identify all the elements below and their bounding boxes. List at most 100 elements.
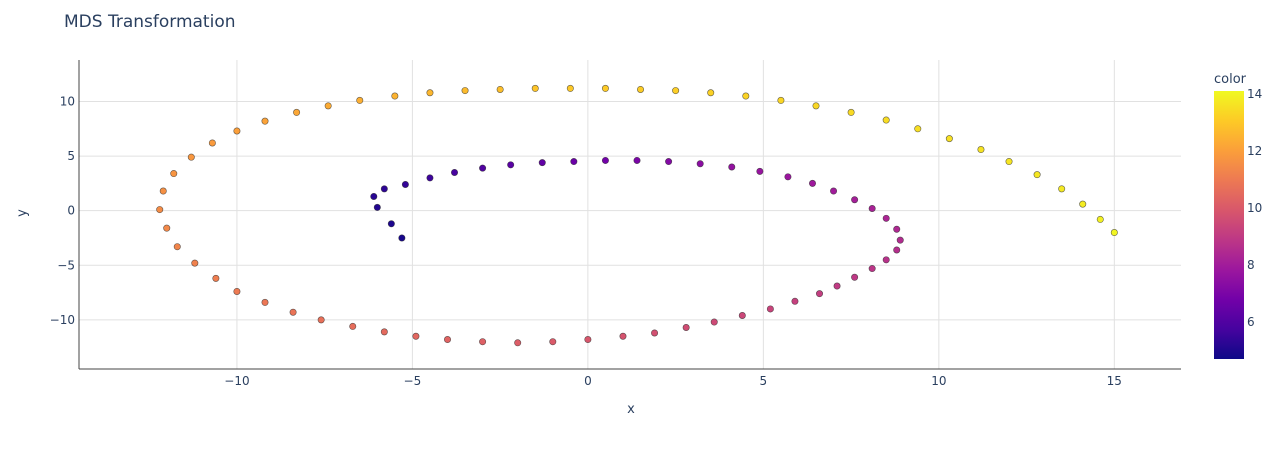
scatter-point xyxy=(212,274,220,282)
scatter-point xyxy=(882,214,890,222)
scatter-point xyxy=(738,311,746,319)
scatter-point xyxy=(444,336,452,344)
scatter-point xyxy=(1005,158,1013,166)
scatter-point xyxy=(173,243,181,251)
scatter-point xyxy=(851,273,859,281)
axes xyxy=(78,60,1181,370)
scatter-point xyxy=(816,290,824,298)
colorbar-tick-label: 14 xyxy=(1247,87,1262,101)
scatter-point xyxy=(451,168,459,176)
y-tick-label: 0 xyxy=(67,204,75,218)
scatter-point xyxy=(570,158,578,166)
scatter-point xyxy=(830,187,838,195)
y-tick-label: −10 xyxy=(50,313,75,327)
scatter-point xyxy=(426,174,434,182)
colorbar-tick-label: 6 xyxy=(1247,315,1255,329)
scatter-point xyxy=(868,204,876,212)
scatter-point xyxy=(682,324,690,332)
scatter-point xyxy=(479,338,487,346)
scatter-point xyxy=(349,322,357,330)
scatter-point xyxy=(293,108,301,116)
scatter-point xyxy=(261,117,269,125)
y-tick-label: 10 xyxy=(60,94,75,108)
scatter-point xyxy=(1058,185,1066,193)
scatter-point xyxy=(387,220,395,228)
scatter-point xyxy=(507,161,515,169)
x-tick-label: −10 xyxy=(224,374,249,388)
scatter-point xyxy=(601,84,609,92)
scatter-point xyxy=(426,89,434,97)
scatter-point xyxy=(1033,171,1041,179)
colorbar-ticks: 6 8 10 12 14 xyxy=(1247,87,1262,329)
scatter-point xyxy=(696,160,704,168)
scatter-point xyxy=(461,87,469,95)
scatter-point xyxy=(728,163,736,171)
chart-title: MDS Transformation xyxy=(64,12,236,32)
scatter-point xyxy=(672,87,680,95)
scatter-point xyxy=(1096,215,1104,223)
scatter-point xyxy=(977,146,985,154)
scatter-point xyxy=(777,96,785,104)
scatter-point xyxy=(496,85,504,93)
scatter-point xyxy=(380,185,388,193)
scatter-point xyxy=(651,329,659,337)
y-tick-label: 5 xyxy=(67,149,75,163)
scatter-point xyxy=(514,339,522,347)
scatter-point xyxy=(170,170,178,178)
scatter-point xyxy=(619,332,627,340)
tick-labels: −10 −5 0 5 10 15 −10 −5 0 5 10 xyxy=(50,94,1122,388)
x-axis-label: x xyxy=(627,402,635,417)
scatter-point xyxy=(665,158,673,166)
y-axis-label: y xyxy=(15,209,30,217)
scatter-point xyxy=(233,287,241,295)
scatter-point xyxy=(868,265,876,273)
scatter-point xyxy=(847,108,855,116)
scatter-point xyxy=(1079,200,1087,208)
x-tick-label: 15 xyxy=(1107,374,1122,388)
x-tick-label: 0 xyxy=(584,374,592,388)
colorbar-title: color xyxy=(1214,72,1247,87)
scatter-point xyxy=(896,236,904,244)
x-tick-label: 5 xyxy=(760,374,768,388)
scatter-point xyxy=(707,89,715,97)
scatter-point xyxy=(914,125,922,133)
colorbar-tick-label: 8 xyxy=(1247,258,1255,272)
scatter-point xyxy=(784,173,792,181)
scatter-point xyxy=(710,318,718,326)
scatter-point xyxy=(833,282,841,290)
scatter-point xyxy=(882,256,890,264)
scatter-point xyxy=(324,102,332,110)
scatter-point xyxy=(808,179,816,187)
colorbar-tick-label: 12 xyxy=(1247,144,1262,158)
colorbar-tick-label: 10 xyxy=(1247,201,1262,215)
scatter-point xyxy=(893,225,901,233)
y-tick-label: −5 xyxy=(57,258,75,272)
scatter-point xyxy=(159,187,167,195)
scatter-point xyxy=(893,246,901,254)
scatter-point xyxy=(531,84,539,92)
scatter-point xyxy=(584,336,592,344)
x-tick-label: −5 xyxy=(404,374,422,388)
scatter-point xyxy=(398,234,406,242)
scatter-point xyxy=(945,135,953,143)
scatter-point xyxy=(261,298,269,306)
scatter-point xyxy=(1110,229,1118,237)
scatter-point xyxy=(208,139,216,147)
scatter-point xyxy=(233,127,241,135)
scatter-point xyxy=(391,92,399,100)
scatter-point xyxy=(187,153,195,161)
scatter-point xyxy=(401,180,409,188)
scatter-point xyxy=(317,316,325,324)
grid-lines xyxy=(79,60,1181,369)
scatter-point xyxy=(601,156,609,164)
colorbar: color 6 8 10 12 14 xyxy=(1214,72,1262,359)
x-tick-label: 10 xyxy=(931,374,946,388)
scatter-point xyxy=(289,308,297,316)
scatter-point xyxy=(163,224,171,232)
scatter-point xyxy=(191,259,199,267)
scatter-point xyxy=(756,167,764,175)
scatter-point xyxy=(538,159,546,167)
scatter-point xyxy=(356,96,364,104)
scatter-point xyxy=(633,156,641,164)
scatter-point xyxy=(370,192,378,200)
